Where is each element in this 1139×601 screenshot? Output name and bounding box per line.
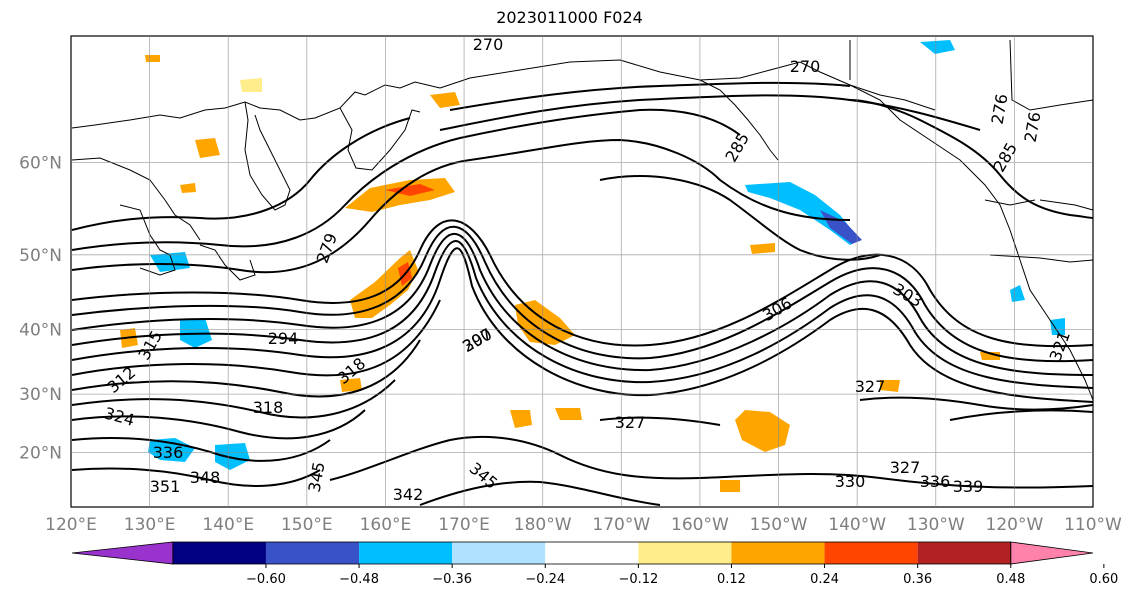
colorbar-extend-high — [1010, 541, 1094, 565]
colorbar-segment — [172, 542, 266, 564]
contour-label: 300 — [459, 324, 495, 356]
colorbar-segment — [731, 542, 825, 564]
contour-label: 270 — [790, 57, 821, 76]
contour-label: 324 — [102, 404, 136, 430]
colorbar-tick-label: −0.36 — [432, 572, 472, 587]
lat-tick-label: 40°N — [19, 321, 62, 341]
colorbar-segment — [824, 542, 918, 564]
lon-tick-label: 140°W — [828, 515, 886, 535]
lon-tick-label: 150°E — [281, 515, 333, 535]
contour-label: 336 — [153, 443, 184, 462]
lon-tick-label: 150°W — [750, 515, 808, 535]
contour-label: 321 — [1046, 329, 1074, 364]
colorbar-segment — [638, 542, 732, 564]
map-title: 2023011000 F024 — [496, 8, 643, 27]
contour-label: 270 — [473, 35, 504, 54]
colorbar-tick-label: 0.48 — [996, 572, 1025, 587]
gridlines — [71, 36, 1093, 507]
colorbar-extend-low — [71, 541, 174, 565]
lat-tick-label: 60°N — [19, 153, 62, 173]
map-frame — [70, 35, 1094, 508]
colorbar-segment — [452, 542, 546, 564]
lon-tick-label: 160°E — [360, 515, 412, 535]
colorbar-tick-label: −0.12 — [618, 572, 658, 587]
lon-tick-label: 130°E — [124, 515, 176, 535]
contour-label: 327 — [615, 413, 646, 432]
lat-tick-label: 30°N — [19, 385, 62, 405]
colorbar-segment — [359, 542, 453, 564]
colorbar-tick-label: 0.60 — [1089, 572, 1118, 587]
lon-tick-label: 110°W — [1064, 515, 1122, 535]
coastline-lines — [71, 39, 1094, 401]
longitude-labels: 120°E 130°E 140°E 150°E 160°E 170°E 180°W 170°W… — [45, 515, 1122, 535]
colorbar-segment — [917, 542, 1011, 564]
latitude-labels: 20°N 30°N 40°N 50°N 60°N — [19, 153, 62, 463]
contour-label: 285 — [989, 139, 1021, 175]
colorbar-tick-label: −0.24 — [525, 572, 565, 587]
colorbar-segment — [265, 542, 360, 564]
contour-label: 312 — [104, 363, 140, 397]
black-contour-lines — [71, 81, 1094, 506]
contour-label: 276 — [1021, 110, 1045, 143]
contour-label: 342 — [393, 485, 424, 504]
contour-label: 327 — [890, 458, 921, 477]
contour-label: 339 — [953, 477, 984, 496]
contour-label: 330 — [835, 472, 866, 491]
shading-patches — [120, 40, 1065, 492]
contour-label: 285 — [721, 129, 753, 165]
lon-tick-label: 170°E — [438, 515, 490, 535]
lat-tick-label: 20°N — [19, 443, 62, 463]
colorbar: −0.60 −0.48 −0.36 −0.24 −0.12 0.12 0.24 0.36 0.4… — [71, 541, 1118, 587]
lon-tick-label: 120°E — [45, 515, 97, 535]
contour-label: 327 — [855, 377, 886, 396]
lon-tick-label: 120°W — [986, 515, 1044, 535]
contour-label: 318 — [253, 398, 284, 417]
contour-label: 345 — [305, 460, 329, 493]
contour-label: 279 — [313, 231, 341, 266]
colorbar-tick-label: 0.36 — [903, 572, 932, 587]
contour-label: 315 — [134, 327, 166, 363]
lon-tick-label: 170°W — [592, 515, 650, 535]
contour-label: 336 — [920, 472, 951, 491]
colorbar-outline — [172, 541, 1012, 565]
colorbar-tick-label: 0.24 — [810, 572, 839, 587]
contour-label: 345 — [466, 459, 502, 493]
contour-label: 276 — [988, 92, 1012, 125]
lon-tick-label: 130°W — [907, 515, 965, 535]
lat-tick-label: 50°N — [19, 246, 62, 266]
contour-label: 294 — [268, 329, 299, 348]
lon-tick-label: 160°W — [671, 515, 729, 535]
colorbar-tick-label: 0.12 — [717, 572, 746, 587]
colorbar-tick-label: −0.60 — [246, 572, 286, 587]
lon-tick-label: 140°E — [202, 515, 254, 535]
colorbar-segment — [545, 542, 639, 564]
contour-label: 351 — [150, 477, 181, 496]
contour-label: 348 — [190, 468, 221, 487]
colorbar-tick-label: −0.48 — [339, 572, 379, 587]
lon-tick-label: 180°W — [514, 515, 572, 535]
contour-label: 318 — [334, 354, 370, 388]
